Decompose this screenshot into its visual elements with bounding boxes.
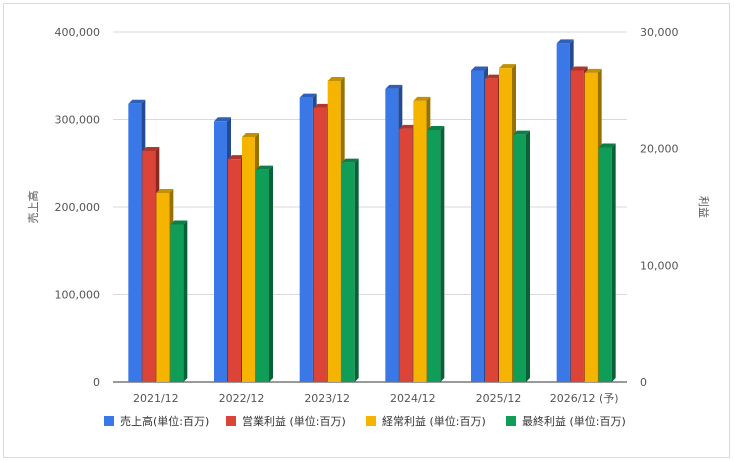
bar <box>142 151 156 382</box>
legend-label: 最終利益 (単位:百万) <box>522 414 626 428</box>
bar-top <box>341 158 359 163</box>
bar-side <box>183 220 188 382</box>
bar-top <box>570 66 588 71</box>
y-left-axis-title: 売上高 <box>26 191 40 224</box>
bar <box>598 147 612 382</box>
legend-label: 経常利益 (単位:百万) <box>382 414 486 428</box>
bar-top <box>228 155 245 160</box>
bar-top <box>242 133 259 137</box>
y-left-tick-label: 300,000 <box>55 114 101 127</box>
legend-label: 売上高(単位:百万) <box>120 414 209 428</box>
y-left-tick-label: 200,000 <box>55 201 101 214</box>
x-tick-label: 2021/12 <box>133 392 179 405</box>
bar <box>413 100 427 382</box>
legend-swatch <box>226 416 236 426</box>
bar-side <box>611 143 616 382</box>
x-tick-label: 2025/12 <box>476 392 522 405</box>
bar-top <box>256 165 273 170</box>
bar-top <box>399 124 417 129</box>
x-tick-label: 2026/12 (予) <box>550 392 619 405</box>
bar <box>341 162 355 382</box>
bar-top <box>413 96 431 101</box>
bar <box>170 224 184 382</box>
bar <box>499 68 512 383</box>
bar <box>399 128 413 382</box>
bar-top <box>327 77 345 81</box>
bar-top <box>598 143 616 148</box>
bar <box>385 88 399 382</box>
bar-top <box>385 84 403 89</box>
bar <box>228 159 241 382</box>
bar-top <box>499 64 516 69</box>
bar <box>427 130 441 382</box>
bar-top <box>427 126 445 130</box>
bar-side <box>269 165 273 382</box>
bar-top <box>471 66 488 71</box>
bar-top <box>170 220 188 225</box>
y-right-tick-label: 30,000 <box>640 26 679 39</box>
y-right-tick-label: 0 <box>640 376 647 389</box>
bar <box>570 70 584 382</box>
legend-swatch <box>366 416 376 426</box>
bar-top <box>485 74 502 79</box>
bar-side <box>526 130 530 382</box>
bar-side <box>354 158 359 382</box>
bar-top <box>214 117 231 122</box>
bar-top <box>313 103 331 108</box>
y-left-tick-label: 100,000 <box>55 289 101 302</box>
bar <box>156 193 170 382</box>
y-left-tick-label: 0 <box>93 376 100 389</box>
x-tick-label: 2022/12 <box>219 392 265 405</box>
bar <box>485 78 498 383</box>
bar <box>327 81 341 382</box>
bar <box>556 43 570 382</box>
bar <box>584 72 598 382</box>
bar <box>214 121 227 382</box>
bar-top <box>142 147 160 151</box>
bar-top <box>299 93 317 98</box>
bar <box>313 107 327 382</box>
y-right-tick-label: 20,000 <box>640 143 679 156</box>
bar-top <box>584 68 602 73</box>
bar-top <box>128 99 146 104</box>
bar-top <box>156 189 174 193</box>
legend-swatch <box>104 416 114 426</box>
bar <box>242 137 255 382</box>
bar <box>256 169 269 382</box>
bar-top <box>556 39 574 44</box>
bar <box>299 97 313 382</box>
bar <box>471 70 484 382</box>
bar <box>513 134 526 382</box>
y-right-axis-title: 利益 <box>697 196 711 218</box>
x-tick-label: 2023/12 <box>304 392 350 405</box>
y-right-tick-label: 10,000 <box>640 259 679 272</box>
legend-swatch <box>506 416 516 426</box>
x-tick-label: 2024/12 <box>390 392 436 405</box>
bar-side <box>440 126 445 382</box>
bar <box>128 103 142 382</box>
bar-top <box>513 130 530 135</box>
legend-label: 営業利益 (単位:百万) <box>242 414 346 428</box>
y-left-tick-label: 400,000 <box>55 26 101 39</box>
